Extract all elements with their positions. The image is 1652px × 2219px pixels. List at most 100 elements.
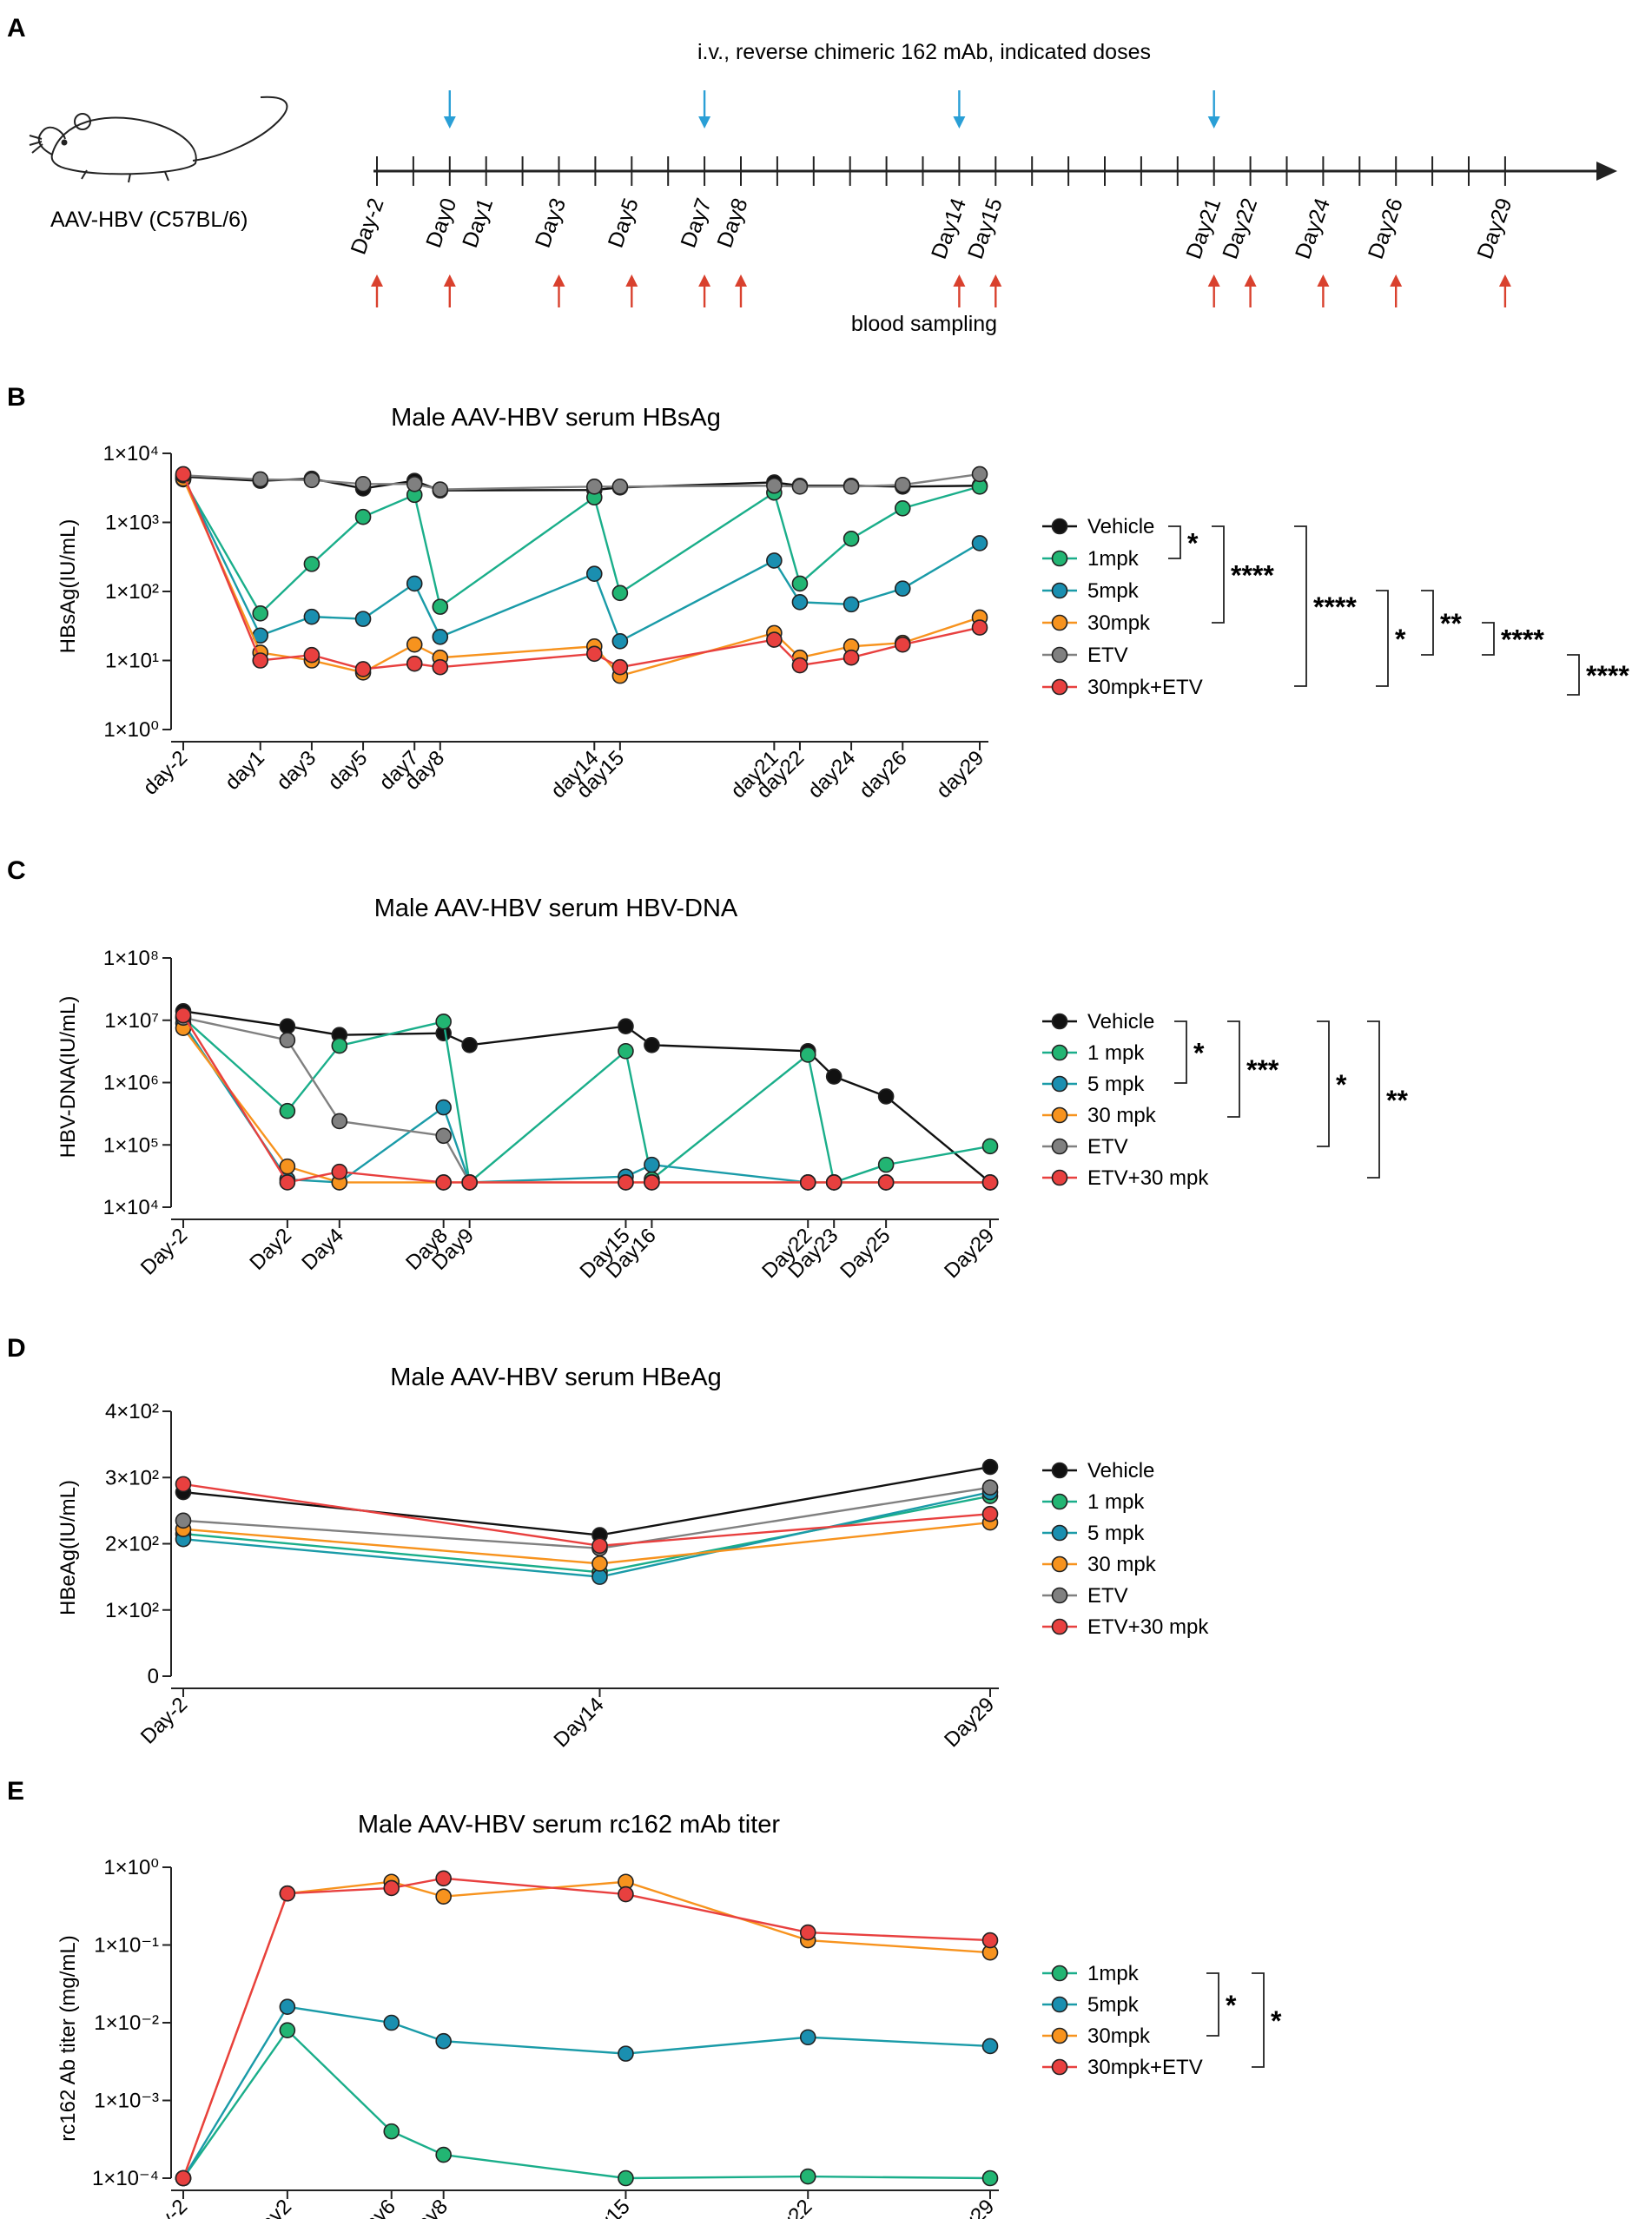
x-tick-label: Day29 xyxy=(940,1693,999,1752)
chart-b-legend: Vehicle 1mpk 5mpk 30mpk ETV 30mpk+ETV xyxy=(1042,515,1203,699)
data-point xyxy=(981,1138,999,1155)
data-point xyxy=(461,1174,478,1191)
significance-label: **** xyxy=(1231,560,1274,591)
series-line-1 mpk xyxy=(182,1016,991,1185)
panel-a-letter: A xyxy=(7,14,26,43)
sampling-arrowhead xyxy=(953,274,966,287)
y-tick-label: 1×10⁻⁴ xyxy=(92,2167,159,2190)
series-line-ETV+30 mpk xyxy=(182,1483,991,1547)
sampling-arrowhead xyxy=(1244,274,1257,287)
series-line-1mpk xyxy=(182,2028,991,2180)
chart-e-significance: * * xyxy=(1206,1972,1282,2068)
significance-label: ** xyxy=(1386,1085,1408,1116)
legend-marker xyxy=(1051,1169,1068,1186)
mouse-icon xyxy=(29,96,288,183)
significance-bracket xyxy=(1421,590,1434,656)
data-point xyxy=(618,2045,634,2062)
timeline-label: Day29 xyxy=(1473,195,1517,261)
legend-label: 5mpk xyxy=(1087,579,1140,603)
legend-label: 30mpk+ETV xyxy=(1087,676,1203,699)
timeline-label: Day1 xyxy=(458,195,498,250)
data-point xyxy=(611,478,629,495)
dose-arrowhead xyxy=(1207,116,1220,129)
legend-label: 30mpk+ETV xyxy=(1087,2056,1203,2079)
data-point xyxy=(252,605,269,622)
significance-bracket xyxy=(1252,1972,1265,2068)
legend-marker xyxy=(1051,1493,1068,1510)
series-line-5mpk xyxy=(182,477,981,644)
legend-marker xyxy=(1051,1462,1068,1479)
panel-b: B Male AAV-HBV serum HBsAg HBsAg(IU/mL) … xyxy=(7,383,1629,802)
data-point xyxy=(383,2123,400,2140)
timeline-label: Day5 xyxy=(604,195,644,250)
data-point xyxy=(843,596,860,613)
legend-label: 5 mpk xyxy=(1087,1522,1145,1545)
timeline-label: Day3 xyxy=(531,195,571,250)
series-line-5 mpk xyxy=(182,1022,990,1184)
data-point xyxy=(279,1885,296,1902)
legend-label: ETV xyxy=(1087,1135,1128,1159)
timeline-label: Day8 xyxy=(712,195,752,250)
chart-c-significance: **** * ** xyxy=(1174,1020,1408,1179)
data-point xyxy=(981,1505,999,1522)
data-point xyxy=(279,1018,296,1035)
series-line-ETV xyxy=(182,1016,471,1184)
data-point xyxy=(618,1174,634,1191)
sampling-arrowhead xyxy=(698,274,711,287)
chart-e-title: Male AAV-HBV serum rc162 mAb titer xyxy=(358,1811,781,1839)
significance-label: **** xyxy=(1501,624,1544,656)
sampling-arrowhead xyxy=(989,274,1002,287)
data-point xyxy=(894,476,911,493)
x-tick-label: Day25 xyxy=(836,1224,895,1283)
timeline-label: Day0 xyxy=(421,195,461,250)
legend-label: ETV xyxy=(1087,1584,1128,1608)
data-point xyxy=(971,535,988,551)
data-point xyxy=(618,2169,634,2187)
dose-arrowhead xyxy=(443,116,456,129)
data-point xyxy=(971,619,988,636)
series-line-ETV xyxy=(182,472,981,491)
legend-label: 30 mpk xyxy=(1087,1553,1157,1576)
legend-marker xyxy=(1051,550,1068,567)
series-line-1mpk xyxy=(182,479,981,616)
sampling-arrowhead xyxy=(1317,274,1330,287)
data-point xyxy=(791,594,809,611)
chart-b-title: Male AAV-HBV serum HBsAg xyxy=(391,404,721,432)
dose-arrowhead xyxy=(698,116,711,129)
data-point xyxy=(611,633,629,650)
timeline-label: Day24 xyxy=(1291,195,1335,262)
data-point xyxy=(591,1568,608,1585)
data-point xyxy=(175,466,192,483)
legend-label: 30mpk xyxy=(1087,2024,1151,2048)
data-point xyxy=(279,1158,296,1175)
chart-e-legend: 1mpk 5mpk 30mpk 30mpk+ETV xyxy=(1042,1962,1203,2079)
legend-label: 30 mpk xyxy=(1087,1104,1157,1127)
panel-e: E Male AAV-HBV serum rc162 mAb titer rc1… xyxy=(7,1777,1282,2219)
y-tick-label: 1×10⁶ xyxy=(103,1072,159,1095)
timeline-label: Day7 xyxy=(676,195,716,250)
data-point xyxy=(252,471,269,488)
x-tick-label: day24 xyxy=(803,746,860,802)
x-tick-label: day-2 xyxy=(139,746,193,800)
data-point xyxy=(766,631,783,648)
chart-e: 1×10⁻⁴ 1×10⁻³ 1×10⁻² 1×10⁻¹ 1×10⁰ day-2 day2 da… xyxy=(92,1856,999,2219)
series-line-Vehicle xyxy=(182,475,981,492)
y-tick-label: 0 xyxy=(148,1665,159,1688)
y-tick-label: 1×10⁴ xyxy=(103,442,159,466)
significance-label: * xyxy=(1226,1990,1237,2021)
sampling-arrowhead xyxy=(1207,274,1220,287)
significance-label: * xyxy=(1271,2005,1282,2037)
x-tick-label: day29 xyxy=(932,746,988,802)
legend-marker xyxy=(1051,1044,1068,1061)
data-point xyxy=(618,1042,634,1060)
data-point xyxy=(354,475,372,492)
data-point xyxy=(894,499,911,517)
chart-c: 1×10⁴ 1×10⁵ 1×10⁶ 1×10⁷ 1×10⁸ Day-2 Day2 Day4 Da… xyxy=(103,947,1000,1283)
legend-marker xyxy=(1051,2058,1068,2076)
data-point xyxy=(435,1870,452,1887)
x-tick-label: day1 xyxy=(221,746,269,795)
legend-marker xyxy=(1051,1106,1068,1124)
significance-bracket xyxy=(1168,525,1181,559)
legend-label: Vehicle xyxy=(1087,515,1154,538)
significance-label: **** xyxy=(1313,591,1357,623)
